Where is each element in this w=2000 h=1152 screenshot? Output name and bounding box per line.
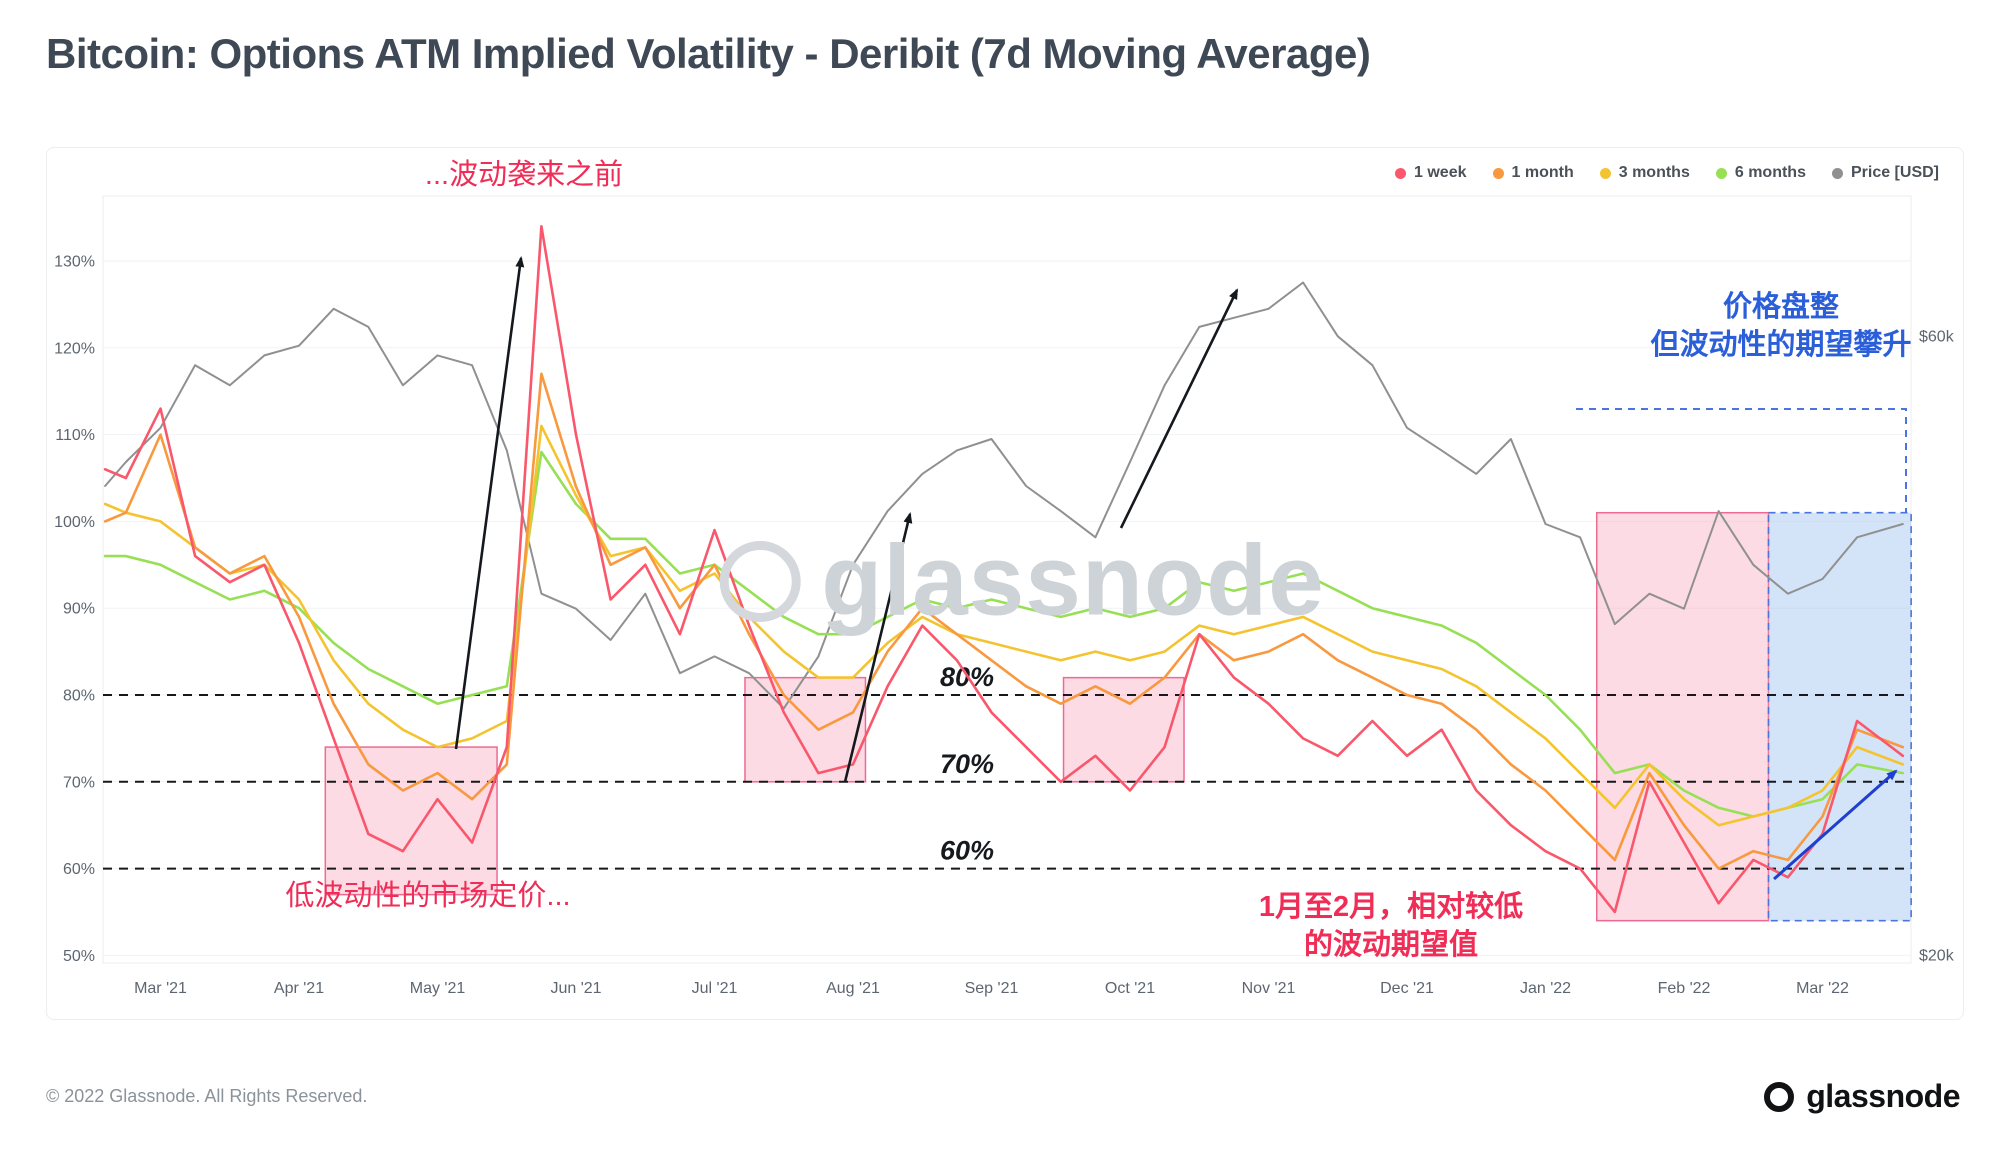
legend-item-6-months[interactable]: 6 months [1715,164,1806,182]
x-axis-label-8: Oct '21 [1105,980,1155,997]
arrow-black-3 [1119,288,1239,529]
legend-label-1-week: 1 week [1414,164,1467,181]
y-right-label-60k: $60k [1919,328,1955,345]
series-line-6-months [103,450,1905,818]
legend: 1 week 1 month 3 months 6 months Price [USD] [1395,164,1939,182]
legend-dot-price-usd [1831,167,1843,179]
legend-label-6-months: 6 months [1734,164,1806,181]
arrow-black-2 [843,512,913,783]
annotation-price-consolidation-line2: 但波动性的期望攀升 [1650,327,1911,361]
series-line-price-usd [104,281,1904,710]
x-axis-label-9: Nov '21 [1242,980,1296,997]
series-line-1-week [103,225,1905,914]
arrow-black-1 [454,256,525,750]
x-axis-label-11: Jan '22 [1520,980,1571,997]
annotation-jan-feb-low-vol-line1: 1月至2月，相对较低 [1259,889,1523,923]
y-axis-label-110: 110% [55,427,95,444]
glassnode-logo: glassnode [1762,1078,1960,1115]
arrow-blue-rising [1773,769,1898,881]
y-axis-label-80: 80% [63,688,95,705]
series-line-1-month [103,372,1905,870]
legend-dot-1-month [1492,167,1504,179]
refline-label-70%: 70% [940,749,994,779]
legend-dot-6-months [1715,167,1727,179]
legend-item-price-usd[interactable]: Price [USD] [1831,164,1939,182]
x-axis-label-1: Mar '21 [134,980,187,997]
region-low-vol-jan-feb-22 [1595,511,1770,922]
x-axis-label-5: Jul '21 [692,980,738,997]
legend-item-3-months[interactable]: 3 months [1599,164,1690,182]
glassnode-logo-icon [1764,1081,1795,1112]
x-axis-label-6: Aug '21 [826,980,880,997]
y-right-label-20k: $20k [1919,947,1955,964]
y-axis-label-100: 100% [54,514,95,531]
chart-panel: 1 week 1 month 3 months 6 months Price [USD]… [46,147,1964,1020]
annotation-before-volatility: ...波动袭来之前 [425,158,623,191]
x-axis-label-10: Dec '21 [1380,980,1434,997]
y-axis-label-60: 60% [63,861,95,878]
annotation-low-vol-pricing: 低波动性的市场定价... [285,879,570,912]
x-axis-label-2: Apr '21 [274,980,324,997]
x-axis-label-4: Jun '21 [550,980,601,997]
refline-label-60%: 60% [940,836,994,866]
legend-item-1-week[interactable]: 1 week [1395,164,1467,182]
x-axis-label-12: Feb '22 [1658,980,1711,997]
glassnode-logo-text: glassnode [1806,1078,1960,1114]
legend-label-1-month: 1 month [1511,164,1574,181]
series-line-3-months [103,424,1905,827]
annotation-price-consolidation-line1: 价格盘整 [1723,289,1839,323]
y-axis-label-130: 130% [54,254,95,271]
page-title: Bitcoin: Options ATM Implied Volatility … [46,30,1371,77]
y-axis-label-90: 90% [63,601,95,618]
blue-dashed-bracket [1576,408,1907,513]
legend-label-price-usd: Price [USD] [1850,164,1939,181]
annotation-jan-feb-low-vol-line2: 的波动期望值 [1304,927,1478,961]
legend-label-3-months: 3 months [1618,164,1690,181]
y-axis-label-120: 120% [54,340,95,357]
y-axis-label-50: 50% [63,948,95,965]
region-low-vol-apr-may-21 [324,746,498,896]
legend-dot-3-months [1599,167,1611,179]
legend-item-1-month[interactable]: 1 month [1492,164,1574,182]
x-axis-label-7: Sep '21 [965,980,1019,997]
footer-copyright: © 2022 Glassnode. All Rights Reserved. [46,1086,368,1106]
x-axis-label-3: May '21 [410,980,466,997]
x-axis-label-13: Mar '22 [1796,980,1849,997]
legend-dot-1-week [1395,167,1407,179]
y-axis-label-70: 70% [63,774,95,791]
